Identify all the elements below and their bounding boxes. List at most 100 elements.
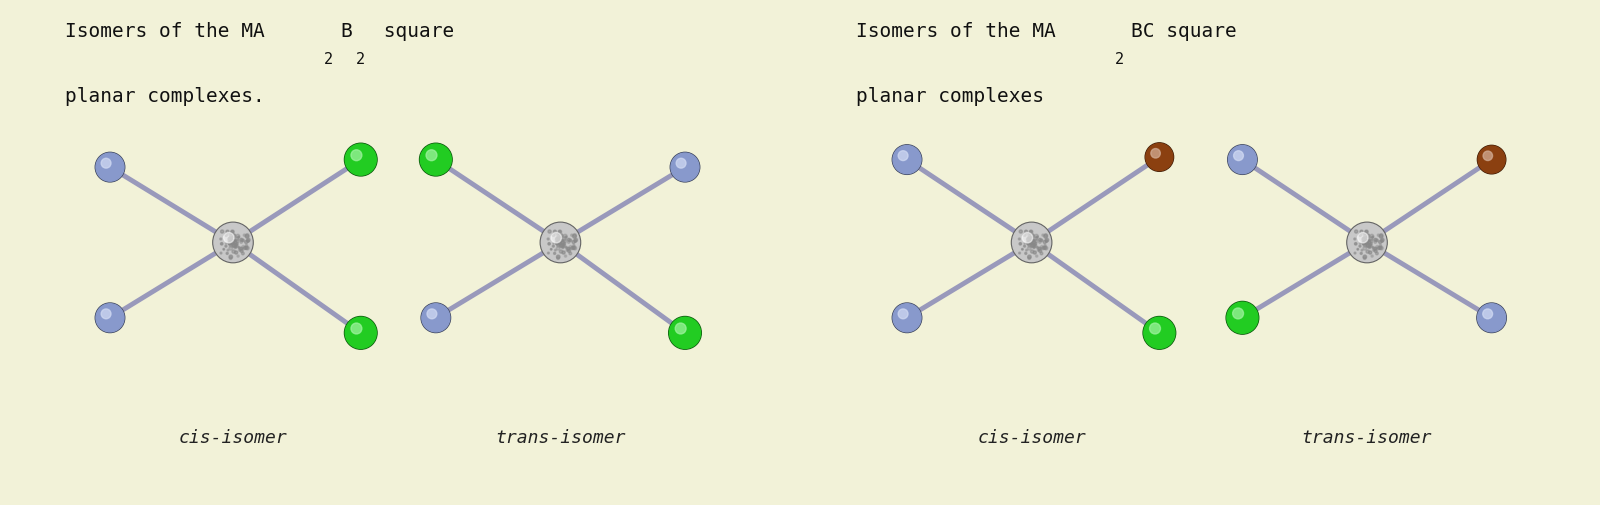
- Ellipse shape: [242, 239, 245, 241]
- Ellipse shape: [350, 323, 362, 334]
- Ellipse shape: [557, 244, 560, 247]
- Ellipse shape: [1366, 234, 1370, 237]
- Ellipse shape: [1024, 245, 1026, 247]
- Ellipse shape: [1024, 230, 1027, 233]
- Ellipse shape: [245, 240, 248, 243]
- Ellipse shape: [230, 230, 234, 233]
- Ellipse shape: [558, 230, 562, 233]
- Ellipse shape: [1357, 232, 1368, 243]
- Ellipse shape: [1366, 240, 1368, 242]
- Ellipse shape: [1478, 146, 1506, 173]
- Ellipse shape: [229, 242, 230, 244]
- Ellipse shape: [562, 240, 563, 241]
- Ellipse shape: [1150, 148, 1160, 158]
- Ellipse shape: [547, 230, 550, 233]
- Ellipse shape: [555, 242, 557, 244]
- Ellipse shape: [557, 236, 560, 239]
- Ellipse shape: [1029, 240, 1030, 242]
- Ellipse shape: [237, 245, 238, 247]
- Ellipse shape: [246, 238, 250, 242]
- Ellipse shape: [1034, 245, 1035, 247]
- Ellipse shape: [1149, 323, 1160, 334]
- Ellipse shape: [1029, 236, 1032, 239]
- Ellipse shape: [1019, 230, 1022, 233]
- Ellipse shape: [1378, 246, 1381, 249]
- Ellipse shape: [1027, 246, 1030, 250]
- Ellipse shape: [558, 241, 562, 244]
- Ellipse shape: [232, 240, 235, 243]
- Ellipse shape: [1013, 223, 1051, 262]
- Ellipse shape: [670, 153, 699, 182]
- Ellipse shape: [1045, 234, 1048, 237]
- Ellipse shape: [893, 145, 922, 174]
- Ellipse shape: [558, 242, 560, 244]
- Ellipse shape: [226, 252, 229, 255]
- Ellipse shape: [1370, 242, 1373, 245]
- Ellipse shape: [1029, 237, 1034, 240]
- Ellipse shape: [421, 144, 451, 175]
- Text: planar complexes.: planar complexes.: [66, 87, 266, 106]
- Ellipse shape: [242, 252, 245, 255]
- Text: trans-isomer: trans-isomer: [494, 429, 626, 447]
- Ellipse shape: [677, 158, 686, 168]
- Ellipse shape: [235, 239, 238, 243]
- Ellipse shape: [1368, 251, 1371, 254]
- Ellipse shape: [230, 239, 234, 243]
- Ellipse shape: [1043, 244, 1046, 246]
- Ellipse shape: [96, 303, 125, 333]
- Ellipse shape: [573, 244, 574, 246]
- Ellipse shape: [1360, 230, 1363, 233]
- Ellipse shape: [232, 243, 235, 247]
- Ellipse shape: [422, 304, 450, 332]
- Ellipse shape: [1371, 246, 1374, 248]
- Ellipse shape: [1043, 240, 1046, 243]
- Ellipse shape: [574, 238, 578, 242]
- Ellipse shape: [1374, 238, 1376, 241]
- Ellipse shape: [558, 241, 562, 244]
- Ellipse shape: [213, 222, 253, 263]
- Ellipse shape: [101, 309, 110, 319]
- Ellipse shape: [1366, 242, 1368, 243]
- Text: planar complexes: planar complexes: [856, 87, 1043, 106]
- Ellipse shape: [230, 239, 234, 242]
- Ellipse shape: [1029, 239, 1032, 242]
- Ellipse shape: [419, 143, 453, 176]
- Ellipse shape: [1146, 143, 1173, 171]
- Ellipse shape: [230, 240, 232, 242]
- Ellipse shape: [246, 240, 250, 242]
- Ellipse shape: [1045, 238, 1048, 242]
- Text: B: B: [339, 22, 352, 40]
- Ellipse shape: [1365, 230, 1368, 233]
- Ellipse shape: [562, 251, 565, 254]
- Ellipse shape: [1027, 241, 1029, 244]
- Ellipse shape: [1370, 234, 1374, 238]
- Ellipse shape: [554, 230, 557, 233]
- Ellipse shape: [1226, 301, 1259, 334]
- Ellipse shape: [1027, 233, 1030, 236]
- Ellipse shape: [96, 153, 125, 182]
- Ellipse shape: [1019, 252, 1021, 254]
- Ellipse shape: [563, 245, 566, 247]
- Ellipse shape: [1029, 230, 1032, 233]
- Ellipse shape: [1366, 244, 1370, 247]
- Ellipse shape: [893, 303, 922, 333]
- Ellipse shape: [235, 237, 238, 240]
- Ellipse shape: [234, 245, 235, 248]
- Ellipse shape: [1368, 239, 1370, 241]
- Ellipse shape: [1144, 317, 1174, 348]
- Ellipse shape: [552, 245, 554, 247]
- Ellipse shape: [1030, 250, 1034, 253]
- Ellipse shape: [558, 240, 562, 243]
- Ellipse shape: [565, 246, 566, 248]
- Ellipse shape: [1366, 242, 1368, 245]
- Ellipse shape: [1366, 243, 1370, 247]
- Ellipse shape: [568, 247, 570, 249]
- Ellipse shape: [1365, 240, 1368, 243]
- Ellipse shape: [227, 241, 230, 244]
- Ellipse shape: [1027, 255, 1030, 259]
- Ellipse shape: [1042, 234, 1045, 236]
- Ellipse shape: [219, 238, 222, 240]
- Ellipse shape: [1029, 243, 1030, 245]
- Ellipse shape: [230, 242, 234, 244]
- Ellipse shape: [1024, 233, 1026, 236]
